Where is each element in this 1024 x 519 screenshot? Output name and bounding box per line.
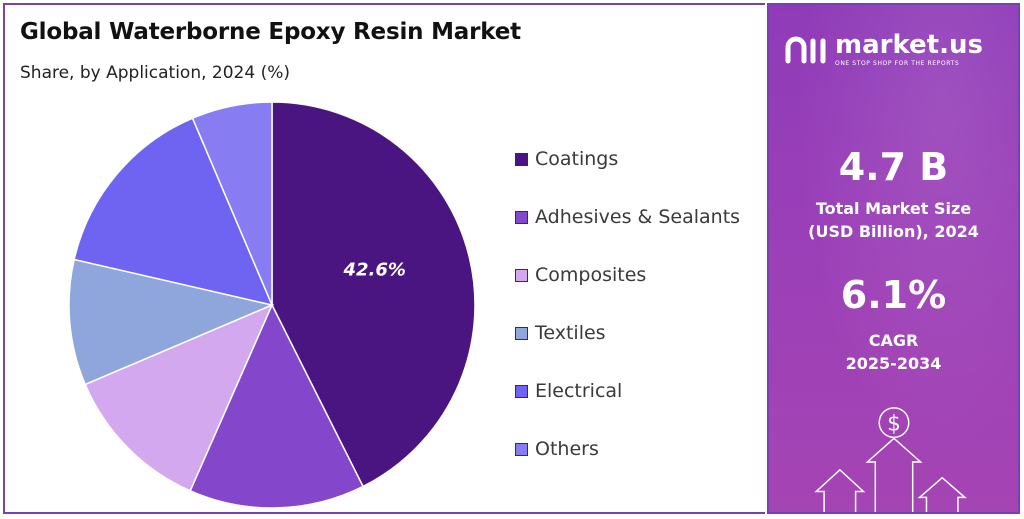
chart-subtitle: Share, by Application, 2024 (%) [20, 63, 290, 83]
cagr-label-1: CAGR [868, 331, 919, 350]
pie-slice-others [191, 101, 273, 306]
legend-item: Electrical [515, 362, 740, 420]
chart-title: Global Waterborne Epoxy Resin Market [20, 19, 521, 45]
legend-label: Composites [535, 264, 647, 286]
pie-data-label: 42.6% [342, 260, 405, 281]
legend-label: Others [535, 438, 599, 460]
legend-label: Coatings [535, 148, 619, 170]
chart-legend: Coatings Adhesives & Sealants Composites Te… [515, 130, 740, 478]
legend-swatch [515, 210, 528, 224]
brand-text: market.us ONE STOP SHOP FOR THE REPORTS [835, 32, 983, 67]
legend-swatch [515, 268, 528, 282]
pie-chart: 42.6% [68, 101, 476, 509]
market-size-value: 4.7 B [838, 145, 949, 189]
legend-swatch [515, 384, 528, 398]
legend-item: Coatings [515, 130, 740, 188]
cagr-label-2: 2025-2034 [845, 354, 942, 373]
dollar-icon: $ [887, 411, 901, 436]
legend-swatch [515, 326, 528, 340]
legend-item: Others [515, 420, 740, 478]
pie-slice-composites [84, 303, 274, 492]
summary-panel: market.us ONE STOP SHOP FOR THE REPORTS … [767, 3, 1020, 514]
legend-label: Textiles [535, 322, 606, 344]
brand-tagline: ONE STOP SHOP FOR THE REPORTS [835, 60, 960, 67]
growth-arrows-icon: $ [814, 407, 967, 512]
panel-shade [769, 5, 1018, 512]
brand-logo: market.us ONE STOP SHOP FOR THE REPORTS [785, 32, 983, 67]
market-us-logo-icon [785, 36, 826, 63]
market-size-label-2: (USD Billion), 2024 [808, 222, 979, 241]
legend-label: Electrical [535, 380, 623, 402]
legend-item: Composites [515, 246, 740, 304]
pie-slice-textiles [68, 258, 275, 386]
pie-slice-adhesives-sealants [189, 303, 365, 509]
pie-slice-electrical [73, 117, 274, 307]
pie-slice-coatings [271, 101, 476, 488]
cagr-value: 6.1% [840, 273, 947, 317]
legend-swatch [515, 442, 528, 456]
brand-name: market.us [835, 30, 983, 60]
legend-item: Adhesives & Sealants [515, 188, 740, 246]
market-size-label-1: Total Market Size [815, 199, 972, 218]
legend-label: Adhesives & Sealants [535, 206, 741, 228]
chart-panel: Global Waterborne Epoxy Resin Market Sha… [3, 3, 765, 514]
legend-item: Textiles [515, 304, 740, 362]
legend-swatch [515, 152, 528, 166]
